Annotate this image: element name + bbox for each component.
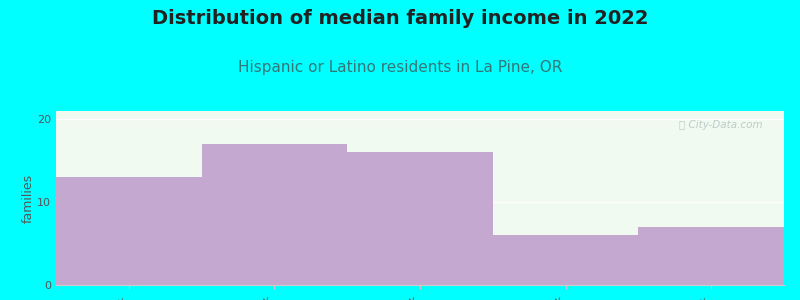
Text: Distribution of median family income in 2022: Distribution of median family income in … <box>152 9 648 28</box>
Bar <box>347 152 493 285</box>
Bar <box>493 235 638 285</box>
Y-axis label: families: families <box>22 173 34 223</box>
Bar <box>638 227 784 285</box>
Text: ⓘ City-Data.com: ⓘ City-Data.com <box>678 120 762 130</box>
Bar <box>202 144 347 285</box>
Bar <box>56 177 202 285</box>
Text: Hispanic or Latino residents in La Pine, OR: Hispanic or Latino residents in La Pine,… <box>238 60 562 75</box>
